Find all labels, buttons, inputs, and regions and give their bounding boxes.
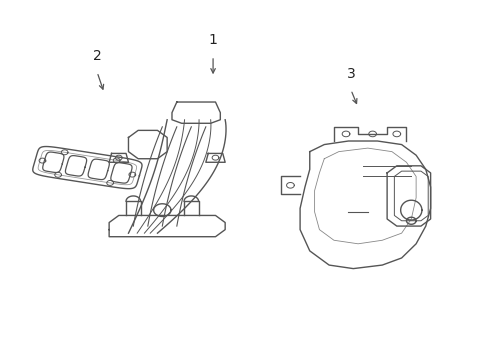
Text: 2: 2 <box>93 49 101 63</box>
Text: 3: 3 <box>346 67 354 81</box>
Text: 1: 1 <box>208 33 217 47</box>
